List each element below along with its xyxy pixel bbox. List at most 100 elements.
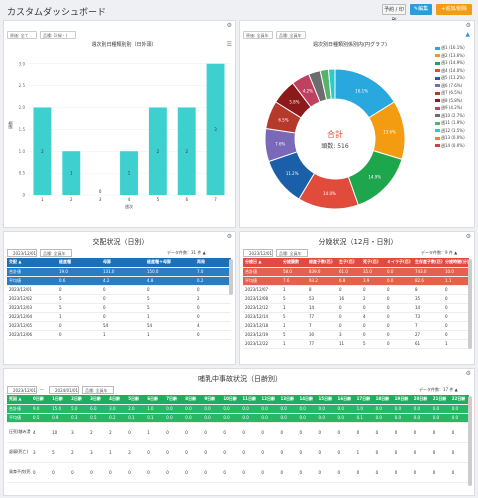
table-cell: 0	[385, 303, 413, 313]
table-cell: 19.0	[57, 267, 101, 277]
pie-slice-label: 16.1%	[355, 88, 368, 93]
legend-item[interactable]: 週12 (1.5%)	[435, 128, 465, 134]
legend-item[interactable]: 週14 (0.0%)	[435, 143, 465, 149]
mating-controls: 2023/12/01 品種: 全員年 データ件数：31 件 ▲	[7, 249, 235, 258]
table-cell: 2	[195, 294, 231, 304]
date-to-picker[interactable]: 2024/01/01	[49, 386, 79, 394]
table-cell: 1.0	[354, 404, 374, 414]
gear-icon[interactable]: ⚙	[465, 370, 471, 377]
table-cell: 54	[101, 321, 145, 331]
table-cell: 7.0	[195, 267, 231, 277]
table-cell: 3	[31, 442, 51, 463]
table-cell: 0	[164, 462, 184, 483]
pie-slice-label: 7.6%	[275, 141, 285, 146]
legend-label: 週13 (0.0%)	[441, 135, 465, 140]
table-cell: 虚弱(死亡)	[7, 442, 32, 463]
table-cell: 0	[392, 462, 412, 483]
y-tick-label: 1.0	[19, 149, 26, 154]
date-from-picker[interactable]: 2023/12/01	[7, 386, 37, 394]
table-cell: 経産種＋母豚	[145, 258, 195, 268]
table-cell: 8日齢	[183, 395, 203, 405]
table-cell: 0.5	[88, 413, 108, 423]
table-cell: 93.2	[307, 276, 337, 286]
table-cell: 1	[281, 285, 307, 295]
gear-icon[interactable]: ⚙	[226, 22, 232, 29]
edit-button[interactable]: ✎編集	[410, 4, 432, 15]
legend-label: 週5 (11.2%)	[441, 75, 465, 80]
gear-icon[interactable]: ⚙	[465, 233, 471, 240]
table-cell: 0	[337, 303, 361, 313]
table-cell: 7.6	[281, 276, 307, 286]
table-cell: 14日齢	[297, 395, 317, 405]
table-cell: 0	[101, 285, 145, 295]
table-cell: 0	[411, 462, 431, 483]
weaning-panel: ⚙ 哺乳中事故状況（日齢別） 2023/12/01 〜 2024/01/01 品…	[3, 368, 475, 496]
add-delete-button[interactable]: +追加/削除	[436, 4, 472, 15]
table-cell: 12日齢	[259, 395, 279, 405]
table-cell: 2023/12/06	[7, 330, 57, 340]
legend-item[interactable]: 週1 (16.1%)	[435, 45, 465, 51]
filter-chip[interactable]: 品種: 全員年	[276, 31, 306, 39]
scrollbar[interactable]	[468, 396, 472, 486]
table-cell: 0	[107, 462, 127, 483]
mating-table: 交配 ▲ 経産種 母豚 経産種＋母豚 再発 合計値 19.0 131.0 150.0 7.0 平均値…	[7, 258, 231, 340]
gear-icon[interactable]: ⚙	[465, 22, 471, 29]
bar-data-label: 2	[41, 149, 44, 154]
legend-label: 週12 (1.5%)	[441, 127, 465, 133]
menu-icon[interactable]: ☰	[226, 41, 232, 48]
table-cell: 1	[145, 312, 195, 322]
table-cell: 17日齢	[354, 395, 374, 405]
table-cell: 0	[443, 330, 469, 340]
legend-item[interactable]: 週6 (7.6%)	[435, 83, 462, 89]
breed-select[interactable]: 品種: 全員年	[82, 386, 114, 394]
table-average-row: 平均値 0.5 0.9 0.3 0.5 0.2 0.1 0.1 0.0 0.0 0.0 0.0 0.0 0…	[7, 413, 469, 423]
table-cell: 0	[449, 442, 469, 463]
pie-slice-label: 5.8%	[289, 99, 299, 104]
legend-item[interactable]: 週11 (1.9%)	[435, 120, 465, 126]
scrollbar[interactable]	[229, 259, 233, 295]
pie-chart: 16.1% 13.6% 14.9% 14.0% 11.2% 7.6% 6.5% 5.8% 4.2…	[264, 68, 406, 210]
legend-item[interactable]: 週4 (14.0%)	[435, 68, 465, 74]
breed-select[interactable]: 品種: 全員年	[276, 249, 308, 257]
table-cell: 0	[202, 462, 222, 483]
filter-chip[interactable]: 原価: 全員年	[243, 31, 273, 39]
legend-item[interactable]: 週7 (6.5%)	[435, 90, 462, 96]
table-cell: 3日齢	[88, 395, 108, 405]
legend-item[interactable]: 週2 (13.6%)	[435, 53, 465, 59]
table-cell: 0.3	[69, 413, 89, 423]
legend-item[interactable]: 週13 (0.0%)	[435, 135, 465, 141]
table-cell: 1	[281, 321, 307, 331]
table-cell: 経産種	[57, 258, 101, 268]
scrollbar[interactable]	[468, 259, 472, 349]
table-cell: 0	[126, 462, 146, 483]
table-cell: 0	[373, 442, 393, 463]
filter-chip[interactable]: 原価: 全て	[7, 31, 37, 39]
table-cell: 0	[259, 442, 279, 463]
chevron-up-icon[interactable]: ▲	[465, 31, 470, 38]
gear-icon[interactable]: ⚙	[226, 233, 232, 240]
table-cell: 1	[354, 442, 374, 463]
legend-item[interactable]: 週3 (14.9%)	[435, 60, 465, 66]
table-header-row: 死因 ▲ 0日齢 1日齢 2日齢 3日齢 4日齢 5日齢 6日齢 7日齢 8日齢 9日齢 10日齢 11…	[7, 395, 469, 405]
print-button[interactable]: 予約 / 印刷	[382, 4, 406, 24]
legend-swatch	[435, 76, 440, 80]
legend-item[interactable]: 週8 (5.8%)	[435, 98, 462, 104]
pie-center-label: 合計	[327, 129, 343, 139]
legend-item[interactable]: 週9 (4.2%)	[435, 105, 462, 111]
table-cell: 1	[57, 312, 101, 322]
table-cell: 4	[31, 422, 51, 443]
legend-item[interactable]: 週5 (11.2%)	[435, 75, 465, 81]
table-cell: 2023/12/05	[7, 321, 57, 331]
bar-chart-panel: ⚙ 原価: 全て 品種: 1(緑・) 週次別日種類別別（日外頭） ☰ 3.0 2.…	[3, 20, 236, 228]
table-cell: 9.0	[31, 404, 51, 414]
breed-select[interactable]: 品種: 全員年	[40, 249, 72, 257]
bar-data-label: 1	[70, 171, 73, 176]
table-cell: 0	[316, 442, 336, 463]
date-picker[interactable]: 2023/12/01	[7, 249, 37, 257]
filter-chip[interactable]: 品種: 1(緑・)	[40, 31, 76, 39]
table-cell: 0.0	[373, 404, 393, 414]
legend-item[interactable]: 週10 (2.7%)	[435, 113, 465, 119]
pie-slice-label: 11.2%	[286, 171, 299, 176]
date-picker[interactable]: 2023/12/01	[243, 249, 273, 257]
